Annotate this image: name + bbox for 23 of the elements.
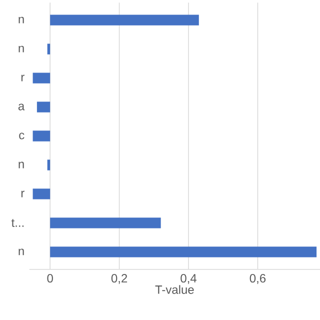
bar: [47, 44, 50, 54]
bar: [32, 130, 50, 142]
x-tick-label: 0,6: [250, 274, 266, 284]
x-tick-label: 0: [47, 274, 53, 283]
y-tick-label: r: [21, 74, 24, 82]
y-tick-label: n: [18, 162, 24, 168]
x-tick-label: 0,4: [180, 274, 196, 284]
bar: [50, 218, 161, 228]
bar: [50, 14, 199, 26]
y-tick-label: n: [18, 46, 24, 52]
y-tick-label: t...: [11, 219, 24, 227]
bar: [36, 102, 50, 112]
bar: [50, 246, 317, 258]
y-tick-label: a: [18, 104, 25, 110]
bar: [47, 160, 50, 170]
y-tick-label: n: [18, 16, 24, 24]
bar: [32, 72, 50, 84]
bar: [32, 188, 50, 200]
y-tick-label: r: [21, 190, 24, 198]
x-axis-title: T-value: [155, 285, 194, 294]
y-tick-label: n: [18, 248, 24, 256]
y-tick-label: c: [19, 132, 24, 140]
x-tick-label: 0,2: [111, 274, 128, 284]
